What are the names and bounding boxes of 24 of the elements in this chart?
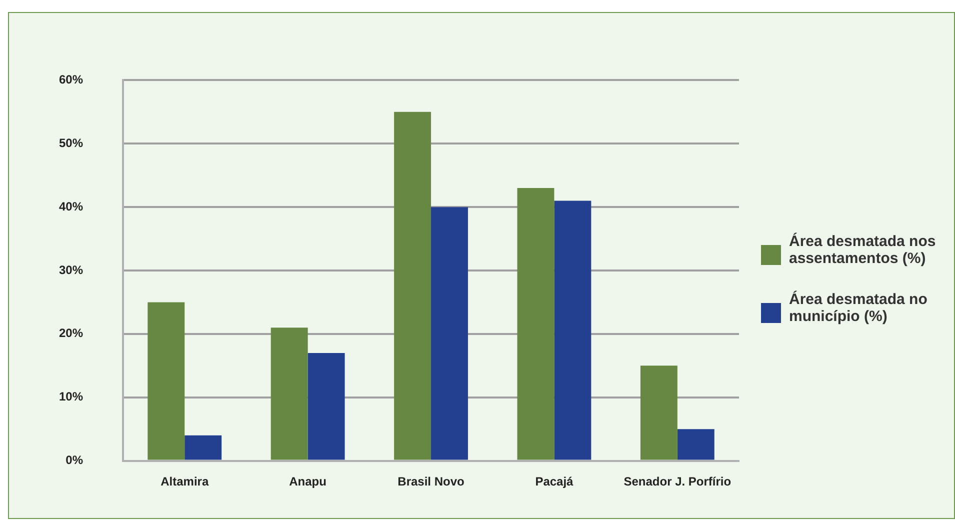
x-tick-label: Brasil Novo (398, 474, 464, 488)
x-tick-label: Senador J. Porfírio (624, 474, 732, 488)
x-tick-label: Anapu (289, 474, 326, 488)
y-tick-label: 50% (58, 136, 84, 150)
legend-label: Área desmatada nos assentamentos (%) (789, 233, 937, 267)
bar (517, 188, 554, 460)
bar (640, 366, 678, 460)
y-tick-label: 20% (58, 326, 84, 340)
x-tick-label: Altamira (160, 474, 209, 488)
bar (677, 429, 714, 460)
bar (394, 112, 432, 460)
bar (270, 328, 308, 460)
y-tick-label: 10% (58, 390, 84, 404)
bar (184, 435, 222, 460)
bar (554, 200, 592, 460)
y-tick-label: 60% (58, 72, 84, 87)
bar (308, 352, 345, 460)
y-tick-label: 0% (66, 453, 84, 468)
bar (148, 302, 185, 460)
y-tick-label: 40% (58, 199, 84, 214)
bar (431, 207, 468, 460)
x-tick-label: Pacajá (535, 474, 574, 488)
y-tick-label: 30% (58, 262, 84, 277)
legend-label: Área desmatada no município (%) (789, 291, 928, 325)
